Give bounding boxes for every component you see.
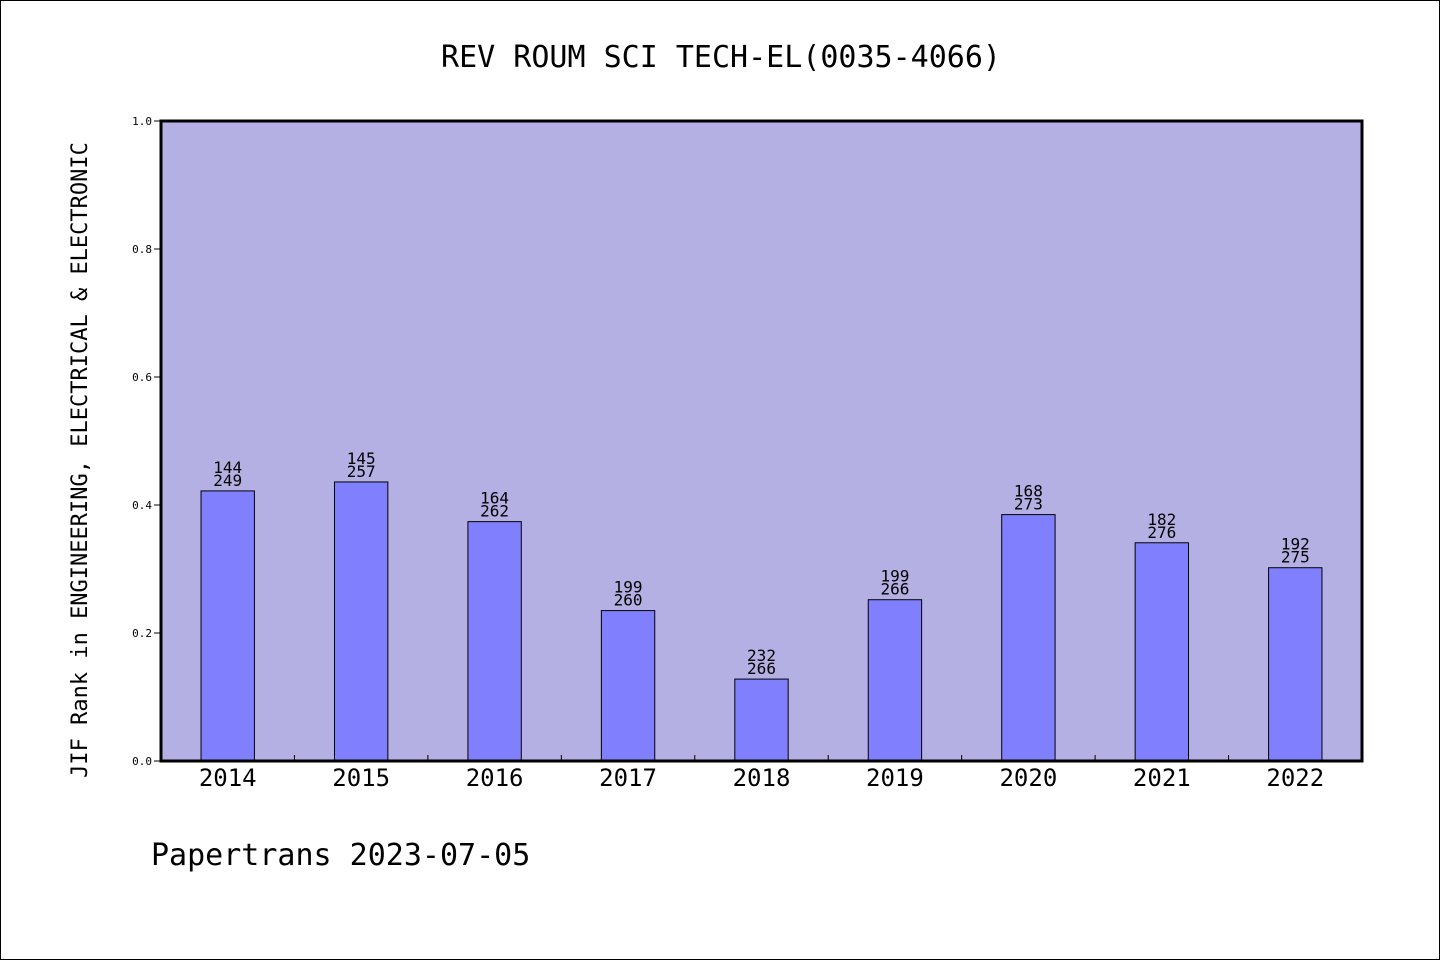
bar-total-label: 266 bbox=[747, 659, 776, 678]
bar-rank-label: 145 bbox=[347, 449, 376, 468]
bar-total-label: 275 bbox=[1281, 548, 1310, 567]
bar-total-label: 249 bbox=[213, 471, 242, 490]
bar-total-label: 276 bbox=[1147, 523, 1176, 542]
x-tick-label: 2020 bbox=[999, 764, 1057, 792]
bar-total-label: 266 bbox=[880, 580, 909, 599]
plot-border bbox=[159, 119, 1364, 763]
y-tick-label: 0.0 bbox=[132, 755, 152, 768]
y-tick-label: 0.2 bbox=[132, 627, 152, 640]
x-tick-label: 2021 bbox=[1133, 764, 1191, 792]
bar-rank-label: 192 bbox=[1281, 535, 1310, 554]
bar-2021 bbox=[1134, 542, 1190, 762]
bar-total-label: 260 bbox=[614, 591, 643, 610]
bar-labels: 1442491452571642621992602322661992661682… bbox=[213, 449, 1309, 678]
bars bbox=[200, 481, 1323, 762]
bar-2017 bbox=[600, 610, 656, 762]
x-tick-label: 2014 bbox=[199, 764, 257, 792]
y-tick-label: 0.4 bbox=[132, 499, 152, 512]
y-axis-label: JIF Rank in ENGINEERING, ELECTRICAL & EL… bbox=[68, 142, 93, 778]
x-tick-label: 2015 bbox=[332, 764, 390, 792]
x-tick-label: 2019 bbox=[866, 764, 924, 792]
bar-2018 bbox=[734, 678, 789, 762]
y-axis-ticks: 0.0 0.2 0.4 0.6 0.8 1.0 bbox=[132, 115, 161, 768]
x-tick-label: 2018 bbox=[733, 764, 791, 792]
x-axis-tick-labels: 2014 2015 2016 2017 2018 2019 2020 2021 2022 bbox=[199, 764, 1324, 792]
x-tick-label: 2017 bbox=[599, 764, 657, 792]
x-tick-label: 2022 bbox=[1266, 764, 1324, 792]
bar-total-label: 257 bbox=[347, 462, 376, 481]
bar-rank-label: 144 bbox=[213, 458, 242, 477]
bar-total-label: 273 bbox=[1014, 495, 1043, 514]
bar-rank-label: 182 bbox=[1147, 510, 1176, 529]
bar-rank-label: 199 bbox=[614, 578, 643, 597]
bar-2022 bbox=[1268, 567, 1323, 762]
x-tick-label: 2016 bbox=[466, 764, 524, 792]
bar-2014 bbox=[200, 490, 255, 762]
bar-rank-label: 164 bbox=[480, 489, 509, 508]
y-tick-label: 1.0 bbox=[132, 115, 152, 128]
bar-rank-label: 232 bbox=[747, 646, 776, 665]
bar-rank-label: 199 bbox=[880, 567, 909, 586]
y-tick-label: 0.6 bbox=[132, 371, 152, 384]
chart-title: REV ROUM SCI TECH-EL(0035-4066) bbox=[441, 40, 1001, 75]
bar-2016 bbox=[467, 521, 522, 762]
bar-2020 bbox=[1001, 514, 1056, 762]
bar-rank-label: 168 bbox=[1014, 482, 1043, 501]
footer-note: Papertrans 2023-07-05 bbox=[151, 838, 530, 873]
bar-2015 bbox=[333, 481, 389, 762]
bar-2019 bbox=[867, 599, 923, 762]
y-tick-label: 0.8 bbox=[132, 243, 152, 256]
bar-total-label: 262 bbox=[480, 502, 509, 521]
